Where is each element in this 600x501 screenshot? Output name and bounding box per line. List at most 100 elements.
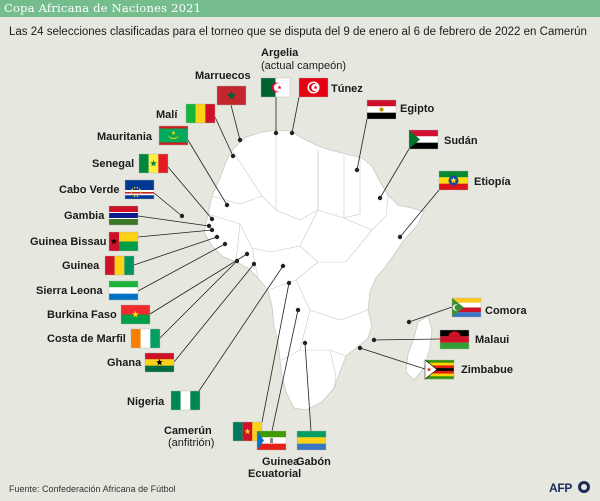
location-dot-cabo-verde	[179, 213, 185, 219]
flag-guinea-ecuatorial	[256, 430, 287, 451]
page-title: Copa Africana de Naciones 2021	[4, 1, 202, 15]
location-dot-tunez	[289, 130, 295, 136]
label-guinea-ecuatorial-2: Ecuatorial	[248, 468, 302, 480]
leader-line-guinea	[133, 236, 218, 266]
flag-gabon	[296, 430, 327, 451]
flag-burkina-faso	[120, 304, 151, 325]
flag-zimbabue	[424, 359, 455, 380]
label-egipto: Egipto	[400, 103, 435, 115]
location-dot-guinea-ecuatorial	[295, 307, 301, 313]
label-burkina-faso: Burkina Faso	[47, 309, 117, 321]
flag-gambia	[108, 205, 139, 226]
location-dot-costa-de-marfil	[234, 258, 240, 264]
flag-guinea-bissau	[108, 231, 139, 252]
label-nigeria: Nigeria	[127, 396, 165, 408]
location-dot-marruecos	[237, 137, 243, 143]
location-dot-camerun	[286, 280, 292, 286]
location-dot-guinea	[214, 234, 220, 240]
location-dot-argelia	[273, 130, 279, 136]
flag-tunez	[298, 77, 329, 98]
leader-line-mauritania	[187, 139, 228, 206]
leader-lines	[133, 96, 453, 432]
label-camerun: Camerún	[164, 425, 212, 437]
flag-comora	[451, 297, 482, 318]
flag-egipto	[366, 99, 397, 120]
label-etiopia: Etiopía	[474, 176, 511, 188]
label-senegal: Senegal	[92, 158, 135, 170]
leader-line-sierra-leona	[137, 243, 226, 292]
country-borders	[207, 132, 389, 389]
flag-marruecos	[216, 85, 247, 106]
location-dot-burkina-faso	[244, 251, 250, 257]
leader-line-cabo-verde	[153, 192, 183, 217]
madagascar-shape	[405, 315, 433, 381]
label-guinea: Guinea	[62, 260, 100, 272]
label-comora: Comora	[485, 305, 527, 317]
subtitle: Las 24 selecciones clasificadas para el …	[9, 26, 587, 38]
flag-nigeria	[170, 390, 201, 411]
location-dot-gabon	[302, 340, 308, 346]
flag-ghana	[144, 352, 175, 373]
label-guinea-ecuatorial-1: Guinea	[262, 456, 300, 468]
flag-sierra-leona	[108, 280, 139, 301]
flag-senegal	[138, 153, 169, 174]
africa-continent-shape	[203, 129, 425, 411]
leader-line-guinea-ecuatorial	[271, 309, 299, 432]
flags	[104, 77, 482, 451]
location-dot-guinea-bissau	[209, 227, 215, 233]
leader-line-camerun	[261, 282, 290, 423]
label-gabon: Gabón	[296, 456, 331, 468]
label-mali: Malí	[156, 109, 178, 121]
location-dot-comora	[406, 319, 412, 325]
location-dot-ghana	[251, 261, 257, 267]
leader-line-etiopia	[399, 189, 440, 238]
location-dot-etiopia	[397, 234, 403, 240]
flag-malaui	[439, 329, 470, 350]
leader-line-gabon	[304, 342, 312, 432]
leader-line-tunez	[291, 96, 300, 134]
afp-logo-dot	[578, 481, 590, 493]
leader-line-nigeria	[198, 265, 284, 392]
flag-guinea	[104, 255, 135, 276]
leader-line-marruecos	[230, 104, 241, 141]
label-ghana: Ghana	[107, 357, 142, 369]
label-argelia-note: (actual campeón)	[261, 60, 346, 72]
leader-line-burkina-faso	[149, 253, 248, 315]
location-dot-gambia	[206, 223, 212, 229]
flag-etiopia	[438, 170, 469, 191]
label-camerun-note: (anfitrión)	[168, 437, 215, 449]
leader-line-sudan	[379, 148, 410, 199]
leader-line-gambia	[137, 215, 210, 227]
label-costa-de-marfil: Costa de Marfil	[47, 333, 126, 345]
leader-line-malaui	[373, 338, 441, 341]
flag-mauritania	[158, 125, 189, 146]
flag-costa-de-marfil	[130, 328, 161, 349]
title-bar: Copa Africana de Naciones 2021	[0, 0, 600, 17]
leader-line-senegal	[167, 166, 213, 220]
label-sudan: Sudán	[444, 135, 478, 147]
label-tunez: Túnez	[331, 83, 363, 95]
leader-line-guinea-bissau	[137, 229, 213, 238]
leader-line-zimbabue	[359, 347, 426, 370]
label-guinea-bissau: Guinea Bissau	[30, 236, 107, 248]
label-sierra-leona: Sierra Leona	[36, 285, 103, 297]
location-dot-mali	[230, 153, 236, 159]
label-cabo-verde: Cabo Verde	[59, 184, 120, 196]
location-dot-nigeria	[280, 263, 286, 269]
label-malaui: Malaui	[475, 334, 510, 346]
flag-cabo-verde	[124, 179, 155, 200]
label-mauritania: Mauritania	[97, 131, 153, 143]
leader-line-egipto	[356, 118, 368, 171]
label-zimbabue: Zimbabue	[461, 364, 513, 376]
leader-line-mali	[214, 116, 234, 157]
location-dot-senegal	[209, 216, 215, 222]
leader-line-ghana	[173, 263, 255, 363]
label-gambia: Gambia	[64, 210, 105, 222]
location-dot-malaui	[371, 337, 377, 343]
flag-sudan	[408, 129, 439, 150]
label-marruecos: Marruecos	[195, 70, 251, 82]
source-note: Fuente: Confederación Africana de Fútbol	[9, 484, 176, 494]
leader-line-comora	[408, 306, 453, 323]
